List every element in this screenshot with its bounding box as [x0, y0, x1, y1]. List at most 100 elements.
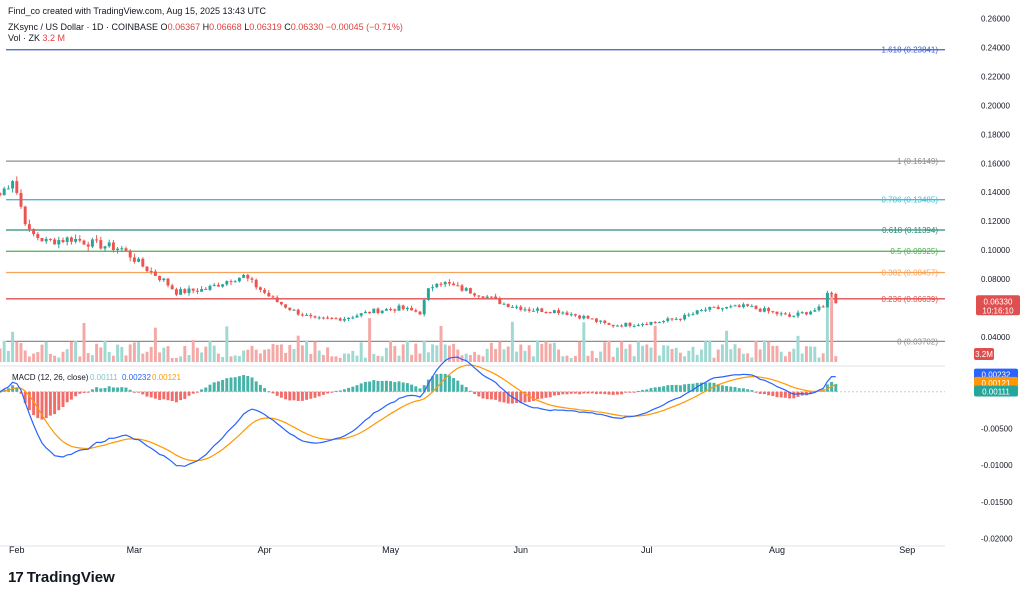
macd-histogram-bar — [95, 387, 99, 392]
macd-histogram-bar — [716, 384, 720, 392]
candle-body — [662, 320, 666, 323]
macd-histogram-bar — [292, 391, 296, 401]
candle-body — [78, 238, 82, 241]
candle-body — [548, 312, 552, 314]
header-credit: Find_co created with TradingView.com, Au… — [8, 6, 266, 16]
macd-histogram-bar — [473, 391, 477, 394]
candle-body — [32, 229, 36, 235]
volume-bar — [830, 294, 834, 362]
candle-body — [204, 289, 208, 291]
volume-bar — [729, 349, 733, 362]
volume-bar — [582, 322, 586, 362]
time-axis-tick: Feb — [9, 545, 25, 555]
volume-bar — [758, 349, 762, 362]
candle-body — [674, 318, 678, 320]
candle-body — [418, 311, 422, 315]
volume-bar — [158, 352, 162, 362]
macd-histogram-bar — [447, 375, 451, 392]
volume-bar — [460, 355, 464, 362]
candle-body — [615, 325, 619, 327]
countdown-label: 10:16:10 — [982, 306, 1014, 315]
macd-histogram-bar — [771, 391, 775, 397]
candle-body — [645, 324, 649, 326]
macd-histogram-bar — [19, 391, 23, 394]
candle-body — [162, 278, 166, 281]
candle-body — [23, 206, 27, 225]
volume-bar — [552, 342, 556, 362]
volume-bar — [750, 357, 754, 362]
candle-body — [292, 309, 296, 311]
candle-body — [355, 315, 359, 318]
candle-body — [359, 313, 363, 316]
macd-axis-value: 0.00121 — [982, 379, 1011, 388]
volume-bar — [191, 340, 195, 362]
candle-body — [578, 315, 582, 319]
macd-histogram-bar — [187, 391, 191, 396]
candle-body — [242, 274, 246, 278]
macd-histogram-bar — [351, 386, 355, 392]
candle-body — [569, 314, 573, 316]
candle-body — [279, 301, 283, 305]
macd-histogram-bar — [15, 387, 19, 392]
fib-level-label: 1.618 (0.23841) — [882, 46, 939, 55]
volume-bar — [796, 335, 800, 362]
macd-histogram-bar — [401, 382, 405, 392]
volume-bar — [771, 345, 775, 362]
price-axis-tick: 0.20000 — [981, 101, 1010, 110]
candle-body — [821, 306, 825, 308]
volume-bar — [821, 353, 825, 362]
macd-histogram-bar — [775, 391, 779, 398]
volume-bar — [687, 350, 691, 362]
volume-bar — [645, 344, 649, 362]
volume-bar — [107, 351, 111, 362]
macd-histogram-bar — [23, 391, 27, 404]
candle-body — [620, 325, 624, 327]
candle-body — [187, 288, 191, 293]
macd-histogram-bar — [624, 391, 628, 393]
candle-body — [666, 318, 670, 321]
volume-bar — [477, 354, 481, 362]
volume-bar — [447, 345, 451, 362]
volume-bar — [0, 348, 2, 362]
macd-histogram-bar — [393, 382, 397, 392]
fib-level-label: 0.236 (0.06639) — [882, 295, 939, 304]
volume-bar — [95, 343, 99, 362]
volume-bar — [372, 353, 376, 362]
candle-body — [817, 306, 821, 311]
candle-body — [305, 314, 309, 316]
macd-histogram-bar — [200, 389, 204, 392]
volume-label: Vol · ZK — [8, 33, 41, 43]
price-axis-tick: 0.14000 — [981, 188, 1010, 197]
macd-histogram-bar — [767, 391, 771, 396]
volume-bar — [246, 349, 250, 362]
candle-body — [594, 318, 598, 322]
macd-histogram-bar — [691, 383, 695, 392]
candle-body — [796, 312, 800, 316]
candle-body — [271, 296, 275, 298]
volume-bar — [733, 344, 737, 362]
volume-bar — [90, 355, 94, 362]
candle-body — [237, 277, 241, 282]
low-value: 0.06319 — [249, 22, 282, 32]
volume-bar — [548, 343, 552, 362]
macd-histogram-bar — [313, 391, 317, 398]
volume-bar — [288, 344, 292, 362]
volume-bar — [704, 341, 708, 362]
volume-bar — [254, 349, 258, 362]
macd-histogram-bar — [561, 391, 565, 395]
volume-bar — [347, 353, 351, 362]
volume-bar — [569, 357, 573, 362]
volume-bar — [128, 344, 132, 362]
volume-bar — [636, 341, 640, 362]
volume-bar — [225, 326, 229, 362]
tradingview-logo[interactable]: 17 TradingView — [8, 569, 115, 586]
macd-histogram-bar — [464, 387, 468, 392]
candle-body — [691, 313, 695, 315]
volume-bar — [510, 321, 514, 362]
macd-histogram-bar — [468, 390, 472, 392]
macd-histogram-bar — [725, 386, 729, 392]
price-label-box — [976, 295, 1020, 316]
candle-body — [99, 240, 103, 249]
macd-histogram-bar — [208, 384, 212, 392]
